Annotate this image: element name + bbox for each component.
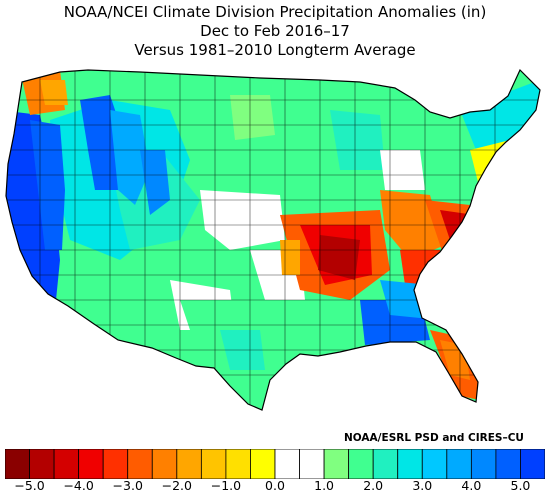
colorbar-tick-label: −4.0 (63, 478, 94, 493)
data-credit: NOAA/ESRL PSD and CIRES–CU (344, 432, 524, 444)
colorbar-swatch (397, 449, 423, 479)
map-title: NOAA/NCEI Climate Division Precipitation… (63, 3, 487, 21)
colorbar-swatch (78, 449, 104, 479)
colorbar-swatch (495, 449, 521, 479)
colorbar-swatch (446, 449, 472, 479)
colorbar-swatch (5, 449, 30, 479)
colorbar-swatch (323, 449, 350, 479)
colorbar-swatch (299, 449, 325, 479)
colorbar-tick-label: 2.0 (363, 478, 384, 493)
colorbar-tick-label: 1.0 (314, 478, 335, 493)
anomaly-regions (6, 70, 540, 410)
colorbar-swatch (151, 449, 178, 479)
colorbar-swatch (348, 449, 374, 479)
colorbar-swatch (372, 449, 399, 479)
colorbar-swatch (250, 449, 276, 479)
colorbar-tick-label: −3.0 (112, 478, 143, 493)
colorbar-swatch (274, 449, 300, 479)
colorbar-tick-label: 5.0 (510, 478, 531, 493)
colorbar-swatch (520, 449, 545, 479)
colorbar-swatch (470, 449, 497, 479)
colorbar-swatch (53, 449, 80, 479)
colorbar-swatch (102, 449, 129, 479)
colorbar (5, 449, 545, 479)
colorbar-tick-label: 0.0 (265, 478, 285, 493)
colorbar-tick-label: −2.0 (161, 478, 192, 493)
colorbar-swatch (225, 449, 251, 479)
colorbar-swatch (421, 449, 448, 479)
colorbar-tick-label: 3.0 (412, 478, 433, 493)
colorbar-swatch (127, 449, 153, 479)
colorbar-swatch (200, 449, 227, 479)
colorbar-swatch (29, 449, 55, 479)
colorbar-swatch (176, 449, 202, 479)
map-baseline: Versus 1981–2010 Longterm Average (134, 41, 416, 59)
map-period: Dec to Feb 2016–17 (200, 22, 350, 40)
colorbar-tick-label: −5.0 (14, 478, 45, 493)
colorbar-tick-label: 4.0 (461, 478, 482, 493)
precipitation-anomaly-map (5, 68, 541, 411)
colorbar-ticks: −5.0 −4.0 −3.0 −2.0 −1.0 0.0 1.0 2.0 3.0 4.0 5.0 (0, 478, 550, 496)
us-outline (5, 68, 541, 411)
colorbar-tick-label: −1.0 (210, 478, 242, 493)
